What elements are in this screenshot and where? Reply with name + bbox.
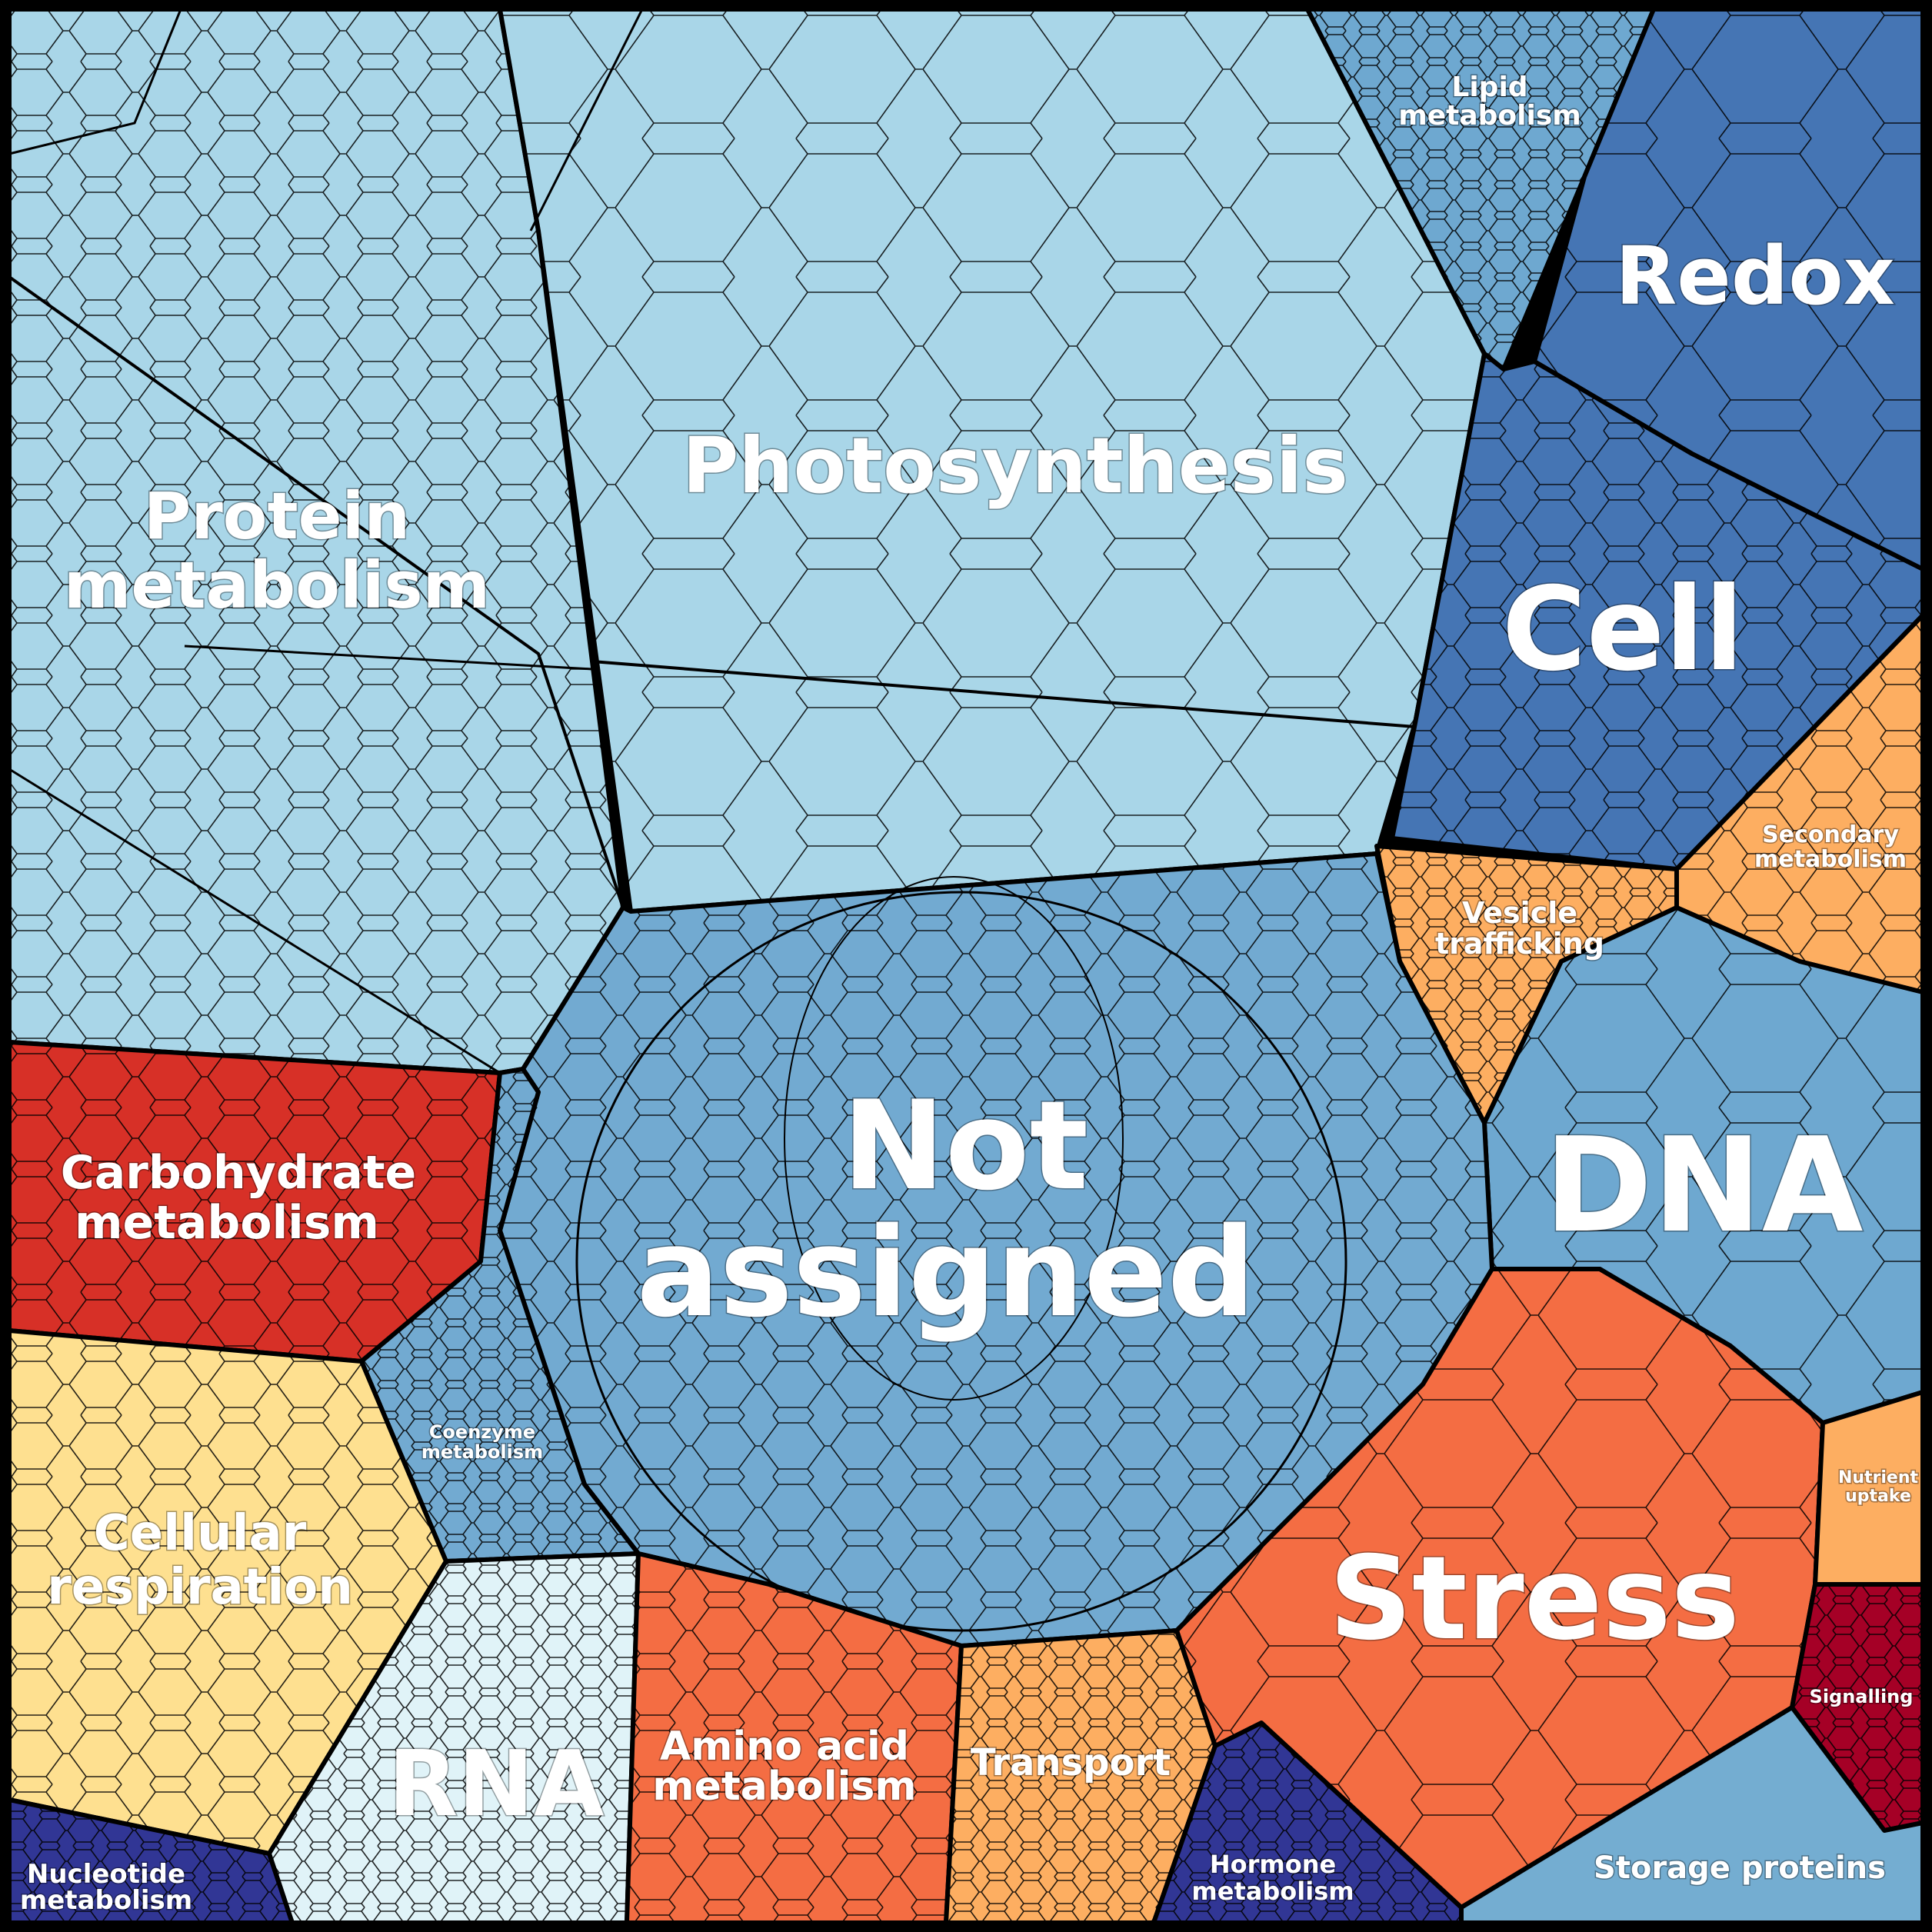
label-hormone-metabolism-line1: Hormone [1210,1850,1336,1879]
region-not-assigned[interactable] [498,851,1494,1648]
label-dna: DNA [1544,1110,1864,1262]
region-secondary-metabolism[interactable] [1674,613,1925,994]
label-photosynthesis: Photosynthesis [682,421,1348,511]
label-protein-metabolism-line1: Protein [144,478,410,554]
label-coenzyme-metabolism-line2: metabolism [421,1441,543,1463]
label-nucleotide-metabolism-line2: metabolism [20,1885,192,1916]
region-signalling[interactable] [1790,1582,1925,1833]
region-carbohydrate-metabolism[interactable] [7,1040,502,1364]
label-nutrient-uptake-line2: uptake [1845,1487,1911,1506]
region-amino-acid-metabolism[interactable] [625,1551,964,1925]
region-storage-proteins[interactable] [1459,1705,1925,1925]
label-not-assigned-line1: Not [842,1074,1088,1217]
label-hormone-metabolism-line2: metabolism [1191,1877,1354,1906]
label-secondary-metabolism-line1: Secondary [1762,821,1899,848]
region-rna[interactable] [267,1551,641,1925]
label-signalling: Signalling [1810,1686,1914,1707]
label-vesicle-trafficking-line1: Vesicle [1462,896,1577,930]
label-amino-acid-metabolism-line1: Amino acid [660,1724,909,1770]
label-cell: Cell [1502,563,1744,697]
label-carbohydrate-metabolism-line1: Carbohydrate [61,1146,417,1200]
label-vesicle-trafficking-line2: trafficking [1435,927,1604,961]
label-not-assigned-line2: assigned [637,1201,1256,1344]
label-redox: Redox [1615,229,1895,323]
label-cellular-respiration-line2: respiration [47,1559,353,1616]
label-rna: RNA [388,1730,605,1837]
region-coenzyme-metabolism[interactable] [359,1067,641,1564]
label-secondary-metabolism-line2: metabolism [1754,846,1907,873]
label-lipid-metabolism-line1: Lipid [1451,72,1527,103]
region-redox[interactable] [1532,7,1925,571]
label-cellular-respiration-line1: Cellular [94,1505,307,1562]
label-protein-metabolism-line2: metabolism [64,548,490,623]
label-nucleotide-metabolism-line1: Nucleotide [27,1859,185,1890]
region-nucleotide-metabolism[interactable] [7,1797,295,1925]
region-lipid-metabolism[interactable] [1305,7,1656,371]
label-transport: Transport [971,1741,1171,1784]
label-amino-acid-metabolism-line2: metabolism [652,1764,916,1810]
label-carbohydrate-metabolism-line2: metabolism [75,1196,379,1250]
label-nutrient-uptake-line1: Nutrient [1838,1468,1919,1487]
region-cellular-respiration[interactable] [7,1328,448,1856]
label-storage-proteins: Storage proteins [1594,1850,1886,1886]
region-transport[interactable] [944,1628,1217,1925]
region-photosynthesis[interactable] [498,7,1487,914]
label-lipid-metabolism-line2: metabolism [1398,100,1581,132]
label-coenzyme-metabolism-line1: Coenzyme [429,1421,535,1443]
label-stress: Stress [1329,1532,1740,1666]
